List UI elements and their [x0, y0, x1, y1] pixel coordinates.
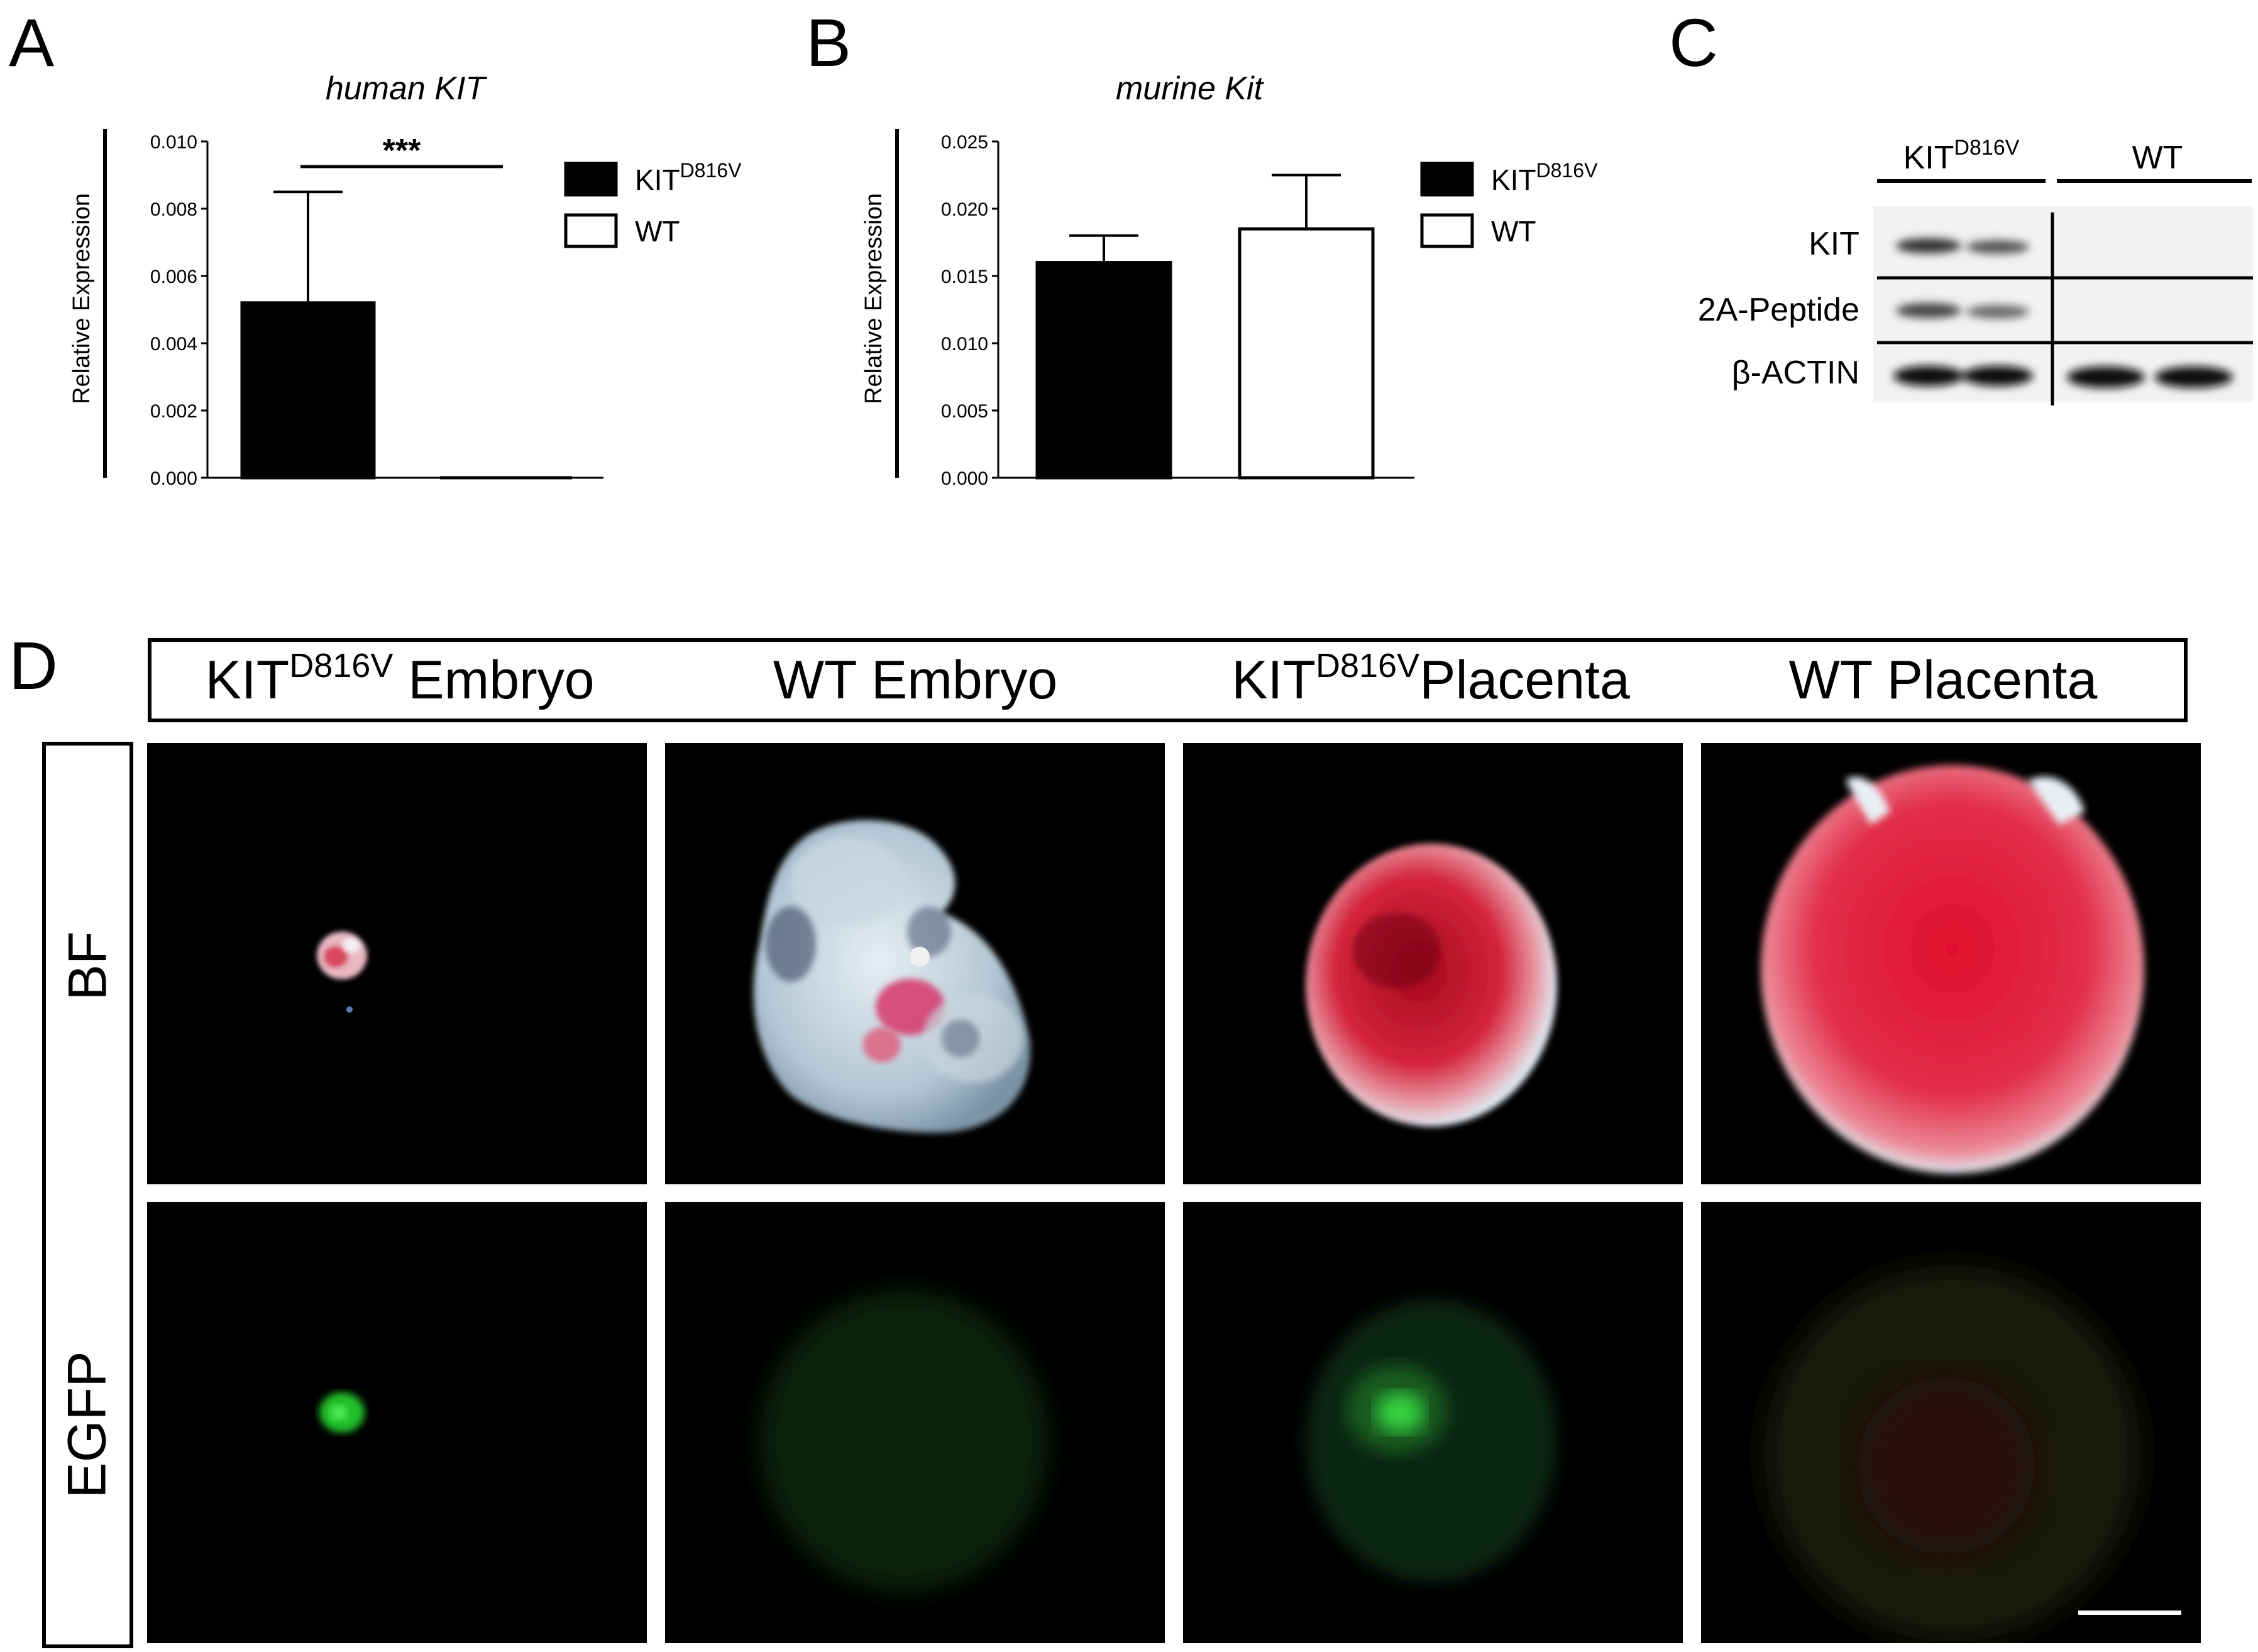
band-actin-lane2: [1963, 366, 2033, 386]
chart-b-legend-swatch: [1420, 213, 1474, 248]
chart-b-y-tick-label: 0.025: [941, 132, 988, 153]
panel-letter-d: D: [9, 627, 58, 703]
chart-b-y-tick-label: 0.000: [941, 468, 988, 489]
chart-b-y-tick-label: 0.010: [941, 334, 988, 355]
band-actin-lane3: [2067, 366, 2145, 388]
column-header-wt-placenta: WT Placenta: [1788, 650, 2098, 710]
image-bf-kit-embryo: [147, 743, 647, 1184]
band-2a-lane2: [1966, 305, 2029, 319]
chart-a-legend: KITD816V WT: [564, 159, 742, 248]
image-egfp-kit-placenta: [1183, 1202, 1683, 1643]
chart-a: human KIT Relative Expression 0.000 0.002…: [69, 70, 742, 489]
image-bf-kit-placenta: [1183, 743, 1683, 1184]
image-egfp-wt-embryo: [665, 1202, 1165, 1643]
chart-b-y-tick-label: 0.015: [941, 267, 988, 287]
blot-row-label-kit: KIT: [1809, 226, 1859, 262]
chart-b-y-tick-label: 0.005: [941, 401, 988, 422]
chart-b-plot: 0.000 0.005 0.010 0.015 0.020 0.025: [941, 132, 1414, 489]
blot-group-label-kit: KITD816V: [1903, 136, 2020, 176]
chart-a-plot: 0.000 0.002 0.004 0.006 0.008 0.010 ***: [150, 132, 603, 489]
panel-letter-b: B: [806, 4, 852, 80]
chart-a-y-tick-label: 0.008: [150, 199, 197, 220]
chart-a-y-tick-label: 0.002: [150, 401, 197, 422]
band-kit-lane1: [1896, 238, 1961, 253]
chart-a-bar: [240, 301, 376, 480]
chart-a-y-tick-label: 0.006: [150, 267, 197, 287]
western-blot: KITD816V WT KIT 2A-Peptide β-ACTIN: [1698, 136, 2253, 405]
chart-b-legend-label: KITD816V: [1491, 159, 1598, 196]
image-egfp-kit-embryo: [147, 1202, 647, 1643]
panel-letter-a: A: [9, 4, 55, 80]
band-2a-lane1: [1896, 303, 1961, 318]
band-actin-lane1: [1893, 366, 1964, 386]
row-label-egfp: EGFP: [57, 1350, 118, 1499]
chart-a-y-tick-label: 0.004: [150, 334, 197, 355]
chart-b: murine Kit Relative Expression 0.0000.00…: [861, 70, 1598, 489]
scale-bar: [2078, 1611, 2181, 1615]
column-header-wt-embryo: WT Embryo: [773, 650, 1058, 710]
chart-b-y-tick-label: 0.020: [941, 199, 988, 220]
chart-b-legend-label: WT: [1491, 215, 1536, 248]
image-egfp-wt-placenta: [1701, 1202, 2201, 1643]
chart-a-legend-swatch: [564, 162, 618, 197]
panel-letter-c: C: [1669, 4, 1718, 80]
chart-a-title: human KIT: [326, 70, 488, 107]
band-actin-lane4: [2155, 366, 2233, 388]
chart-a-legend-swatch: [564, 213, 618, 248]
blot-group-label-wt: WT: [2132, 140, 2183, 176]
chart-b-bar: [1035, 261, 1172, 480]
column-header-kit-embryo: KITD816V Embryo: [205, 647, 595, 710]
column-header-kit-placenta: KITD816VPlacenta: [1231, 647, 1630, 710]
chart-a-y-tick-label: 0.000: [150, 468, 197, 489]
image-bf-wt-embryo: [665, 743, 1165, 1184]
blot-row-label-2a-peptide: 2A-Peptide: [1698, 292, 1859, 328]
panel-d-row-header: BF EGFP: [42, 742, 133, 1648]
chart-a-legend-label: KITD816V: [635, 159, 742, 196]
band-kit-lane2: [1966, 240, 2029, 254]
image-bf-wt-placenta: [1701, 743, 2201, 1184]
chart-b-ylabel: Relative Expression: [861, 193, 887, 404]
chart-b-legend: KITD816V WT: [1420, 159, 1598, 248]
chart-b-bar: [1238, 227, 1375, 480]
panel-d-column-header: KITD816V Embryo WT Embryo KITD816VPlacen…: [148, 638, 2188, 722]
chart-b-legend-swatch: [1420, 162, 1474, 197]
chart-a-ylabel: Relative Expression: [69, 193, 95, 404]
blot-bands: [1893, 238, 2233, 388]
chart-a-legend-label: WT: [635, 215, 680, 248]
chart-b-title: murine Kit: [1116, 70, 1265, 107]
row-label-bf: BF: [57, 931, 118, 1000]
chart-a-significance-label: ***: [383, 133, 421, 169]
blot-row-label-beta-actin: β-ACTIN: [1732, 355, 1859, 391]
chart-a-y-tick-label: 0.010: [150, 132, 197, 153]
